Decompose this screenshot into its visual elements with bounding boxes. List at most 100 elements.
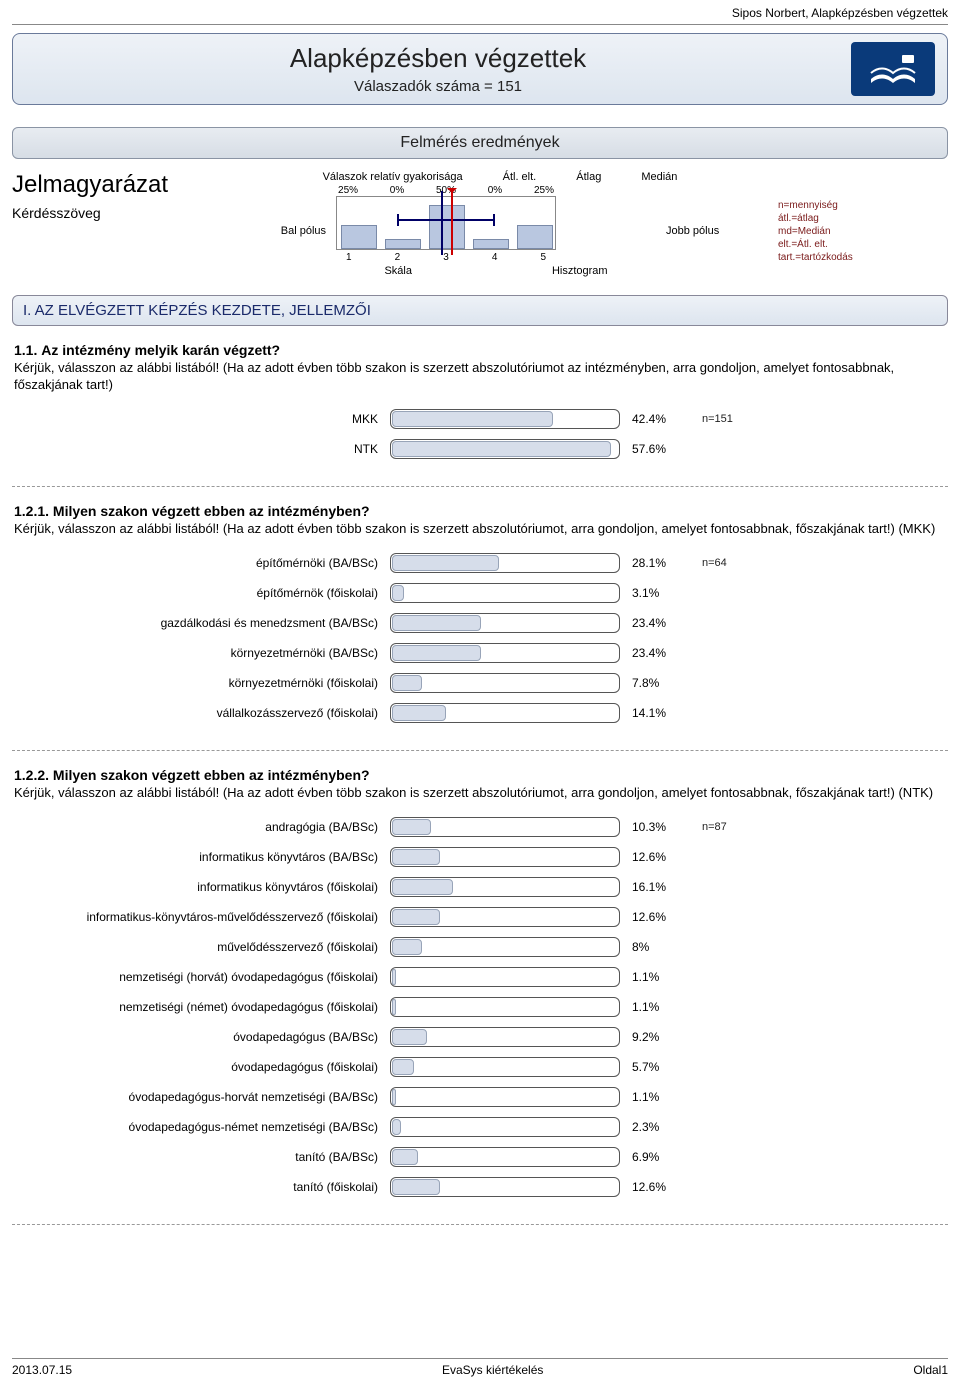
bar-track: [390, 1177, 620, 1197]
bar-pct: 1.1%: [626, 1090, 696, 1104]
bar-row: óvodapedagógus (főiskolai) 5.7%: [14, 1052, 946, 1082]
q121-bars: építőmérnöki (BA/BSc)28.1%n=64építőmérnö…: [14, 548, 946, 728]
bar-pct: 12.6%: [626, 910, 696, 924]
bar-track: [390, 409, 620, 429]
bar-track: [390, 1147, 620, 1167]
bar-track: [390, 613, 620, 633]
q-desc: Kérjük, válasszon az alábbi listából! (H…: [14, 785, 946, 802]
bar-row: NTK57.6%: [14, 434, 946, 464]
bar-label: gazdálkodási és menedzsment (BA/BSc): [14, 616, 384, 630]
bar-track: [390, 1057, 620, 1077]
bar-fill: [392, 999, 396, 1015]
bar-row: óvodapedagógus-német nemzetiségi (BA/BSc…: [14, 1112, 946, 1142]
logo: [851, 42, 935, 96]
bar-track: [390, 643, 620, 663]
q-number: 1.1.: [14, 342, 37, 358]
bar-pct: 23.4%: [626, 616, 696, 630]
bar-n: n=87: [702, 821, 782, 833]
q-title: Milyen szakon végzett ebben az intézmény…: [53, 767, 370, 783]
bar-label: informatikus könyvtáros (BA/BSc): [14, 850, 384, 864]
q11-bars: MKK42.4%n=151NTK57.6%: [14, 404, 946, 464]
bar-track: [390, 817, 620, 837]
bar-n: n=151: [702, 413, 782, 425]
bar-track: [390, 967, 620, 987]
bar-pct: 6.9%: [626, 1150, 696, 1164]
bar-fill: [392, 441, 611, 457]
bar-label: környezetmérnöki (főiskolai): [14, 676, 384, 690]
bar-label: nemzetiségi (horvát) óvodapedagógus (fői…: [14, 970, 384, 984]
legend-key-line: md=Medián: [778, 225, 948, 238]
bar-fill: [392, 555, 499, 571]
results-banner: Felmérés eredmények: [12, 127, 948, 159]
section-heading: I. AZ ELVÉGZETT KÉPZÉS KEZDETE, JELLEMZŐ…: [12, 295, 948, 326]
bar-label: vállalkozásszervező (főiskolai): [14, 706, 384, 720]
bar-fill: [392, 705, 446, 721]
bar-fill: [392, 1059, 414, 1075]
bar-fill: [392, 969, 396, 985]
page-subtitle: Válaszadók száma = 151: [25, 78, 851, 95]
bar-track: [390, 703, 620, 723]
bar-row: környezetmérnöki (főiskolai) 7.8%: [14, 668, 946, 698]
bar-fill: [392, 1149, 418, 1165]
legend-axis: 1: [346, 252, 352, 263]
legend-relfreq: Válaszok relatív gyakorisága: [323, 171, 463, 183]
legend-left-pole: Bal pólus: [281, 225, 326, 237]
separator: [12, 750, 948, 751]
bar-track: [390, 937, 620, 957]
legend-title: Jelmagyarázat: [12, 171, 222, 199]
bar-fill: [392, 1179, 440, 1195]
bar-label: andragógia (BA/BSc): [14, 820, 384, 834]
bar-label: építőmérnöki (BA/BSc): [14, 556, 384, 570]
bar-pct: 57.6%: [626, 442, 696, 456]
bar-track: [390, 1027, 620, 1047]
bar-fill: [392, 849, 440, 865]
bar-fill: [392, 645, 481, 661]
legend-key-line: elt.=Átl. elt.: [778, 238, 948, 251]
bar-pct: 7.8%: [626, 676, 696, 690]
q-desc: Kérjük, válasszon az alábbi listából! (H…: [14, 360, 946, 394]
bar-row: óvodapedagógus (BA/BSc)9.2%: [14, 1022, 946, 1052]
bar-pct: 5.7%: [626, 1060, 696, 1074]
legend-axis: 4: [492, 252, 498, 263]
legend-pct: 0%: [390, 185, 404, 196]
bar-track: [390, 907, 620, 927]
q-number: 1.2.1.: [14, 503, 49, 519]
page-title: Alapképzésben végzettek: [25, 43, 851, 74]
bar-fill: [392, 585, 404, 601]
bar-row: nemzetiségi (német) óvodapedagógus (főis…: [14, 992, 946, 1022]
bar-row: művelődésszervező (főiskolai)8%: [14, 932, 946, 962]
bar-fill: [392, 675, 422, 691]
bar-track: [390, 847, 620, 867]
legend-axis: 5: [540, 252, 546, 263]
q122-bars: andragógia (BA/BSc) 10.3% n=87 informatikus…: [14, 812, 946, 1202]
bar-label: óvodapedagógus-horvát nemzetiségi (BA/BS…: [14, 1090, 384, 1104]
bar-fill: [392, 1089, 396, 1105]
bar-fill: [392, 1029, 427, 1045]
question-1-2-1: 1.2.1. Milyen szakon végzett ebben az in…: [12, 503, 948, 728]
bar-row: vállalkozásszervező (főiskolai)14.1%: [14, 698, 946, 728]
bar-pct: 23.4%: [626, 646, 696, 660]
bar-label: nemzetiségi (német) óvodapedagógus (főis…: [14, 1000, 384, 1014]
bar-track: [390, 673, 620, 693]
bar-row: tanító (főiskolai)12.6%: [14, 1172, 946, 1202]
book-icon: [868, 51, 918, 87]
bar-pct: 16.1%: [626, 880, 696, 894]
bar-pct: 12.6%: [626, 850, 696, 864]
bar-fill: [392, 819, 431, 835]
bar-track: [390, 553, 620, 573]
legend-pct: 25%: [338, 185, 358, 196]
bar-pct: 10.3%: [626, 820, 696, 834]
bar-fill: [392, 1119, 401, 1135]
bar-label: óvodapedagógus (főiskolai): [14, 1060, 384, 1074]
bar-pct: 2.3%: [626, 1120, 696, 1134]
legend: Jelmagyarázat Kérdésszöveg Válaszok rela…: [12, 171, 948, 277]
question-1-1: 1.1. Az intézmény melyik karán végzett? …: [12, 342, 948, 464]
separator: [12, 486, 948, 487]
legend-scale: Skála: [384, 265, 412, 277]
legend-mean: Átlag: [576, 171, 601, 183]
bar-row: környezetmérnöki (BA/BSc)23.4%: [14, 638, 946, 668]
footer: 2013.07.15 EvaSys kiértékelés Oldal1: [12, 1358, 948, 1377]
bar-track: [390, 997, 620, 1017]
legend-key: n=mennyiség átl.=átlag md=Medián elt.=Át…: [778, 171, 948, 264]
legend-pct: 25%: [534, 185, 554, 196]
